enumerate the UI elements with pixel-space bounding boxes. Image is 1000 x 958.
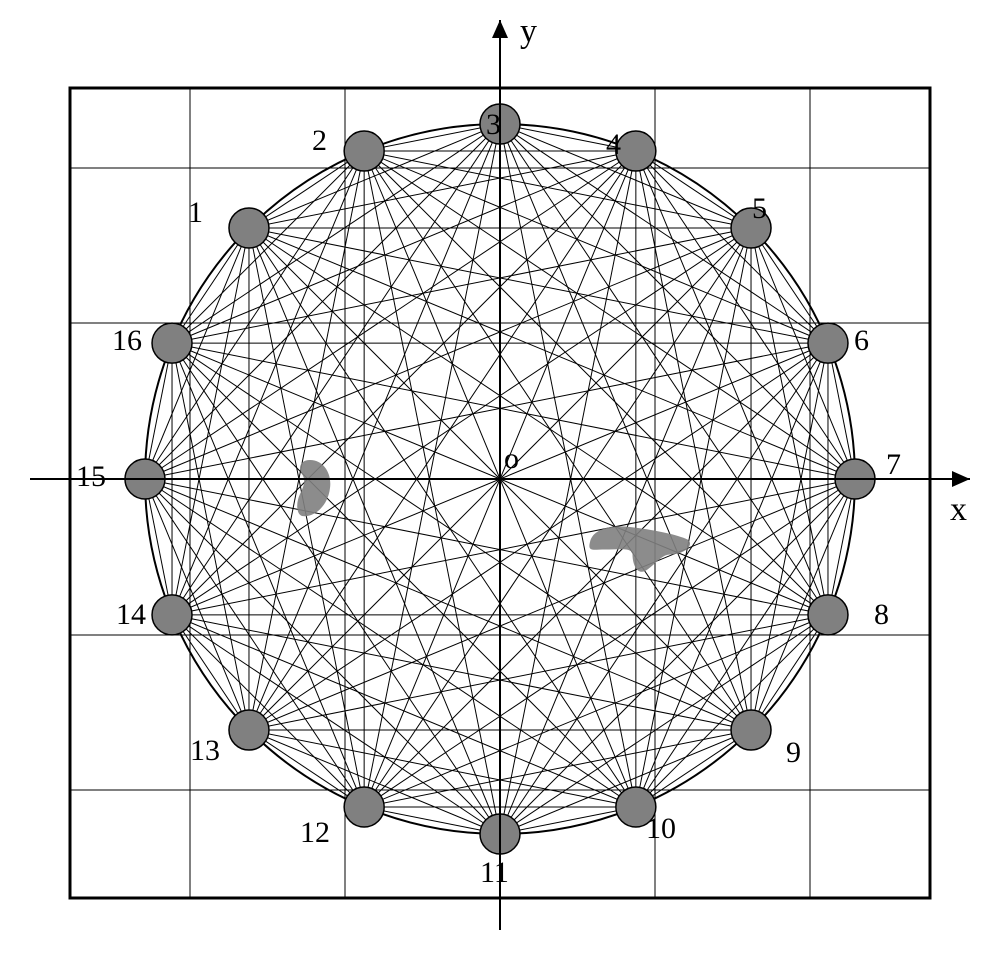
node-10: [229, 710, 269, 750]
node-label-8: 8: [874, 598, 889, 631]
diagram-svg: 12345678910111213141516xyo: [0, 0, 1000, 958]
node-9: [344, 787, 384, 827]
node-label-2: 2: [312, 124, 327, 157]
origin-label: o: [504, 442, 519, 475]
node-label-11: 11: [480, 856, 509, 889]
node-13: [152, 323, 192, 363]
node-label-6: 6: [854, 324, 869, 357]
node-1: [616, 131, 656, 171]
node-label-12: 12: [300, 816, 330, 849]
node-5: [808, 595, 848, 635]
node-label-9: 9: [786, 736, 801, 769]
node-label-16: 16: [112, 324, 142, 357]
node-3: [808, 323, 848, 363]
node-label-4: 4: [606, 128, 621, 161]
node-label-1: 1: [188, 196, 203, 229]
node-15: [344, 131, 384, 171]
diagram-stage: 12345678910111213141516xyo: [0, 0, 1000, 958]
y-axis-label: y: [520, 13, 537, 50]
node-6: [731, 710, 771, 750]
x-axis-label: x: [950, 491, 967, 528]
node-label-7: 7: [886, 448, 901, 481]
node-label-13: 13: [190, 734, 220, 767]
node-14: [229, 208, 269, 248]
node-label-3: 3: [486, 108, 501, 141]
node-11: [152, 595, 192, 635]
node-label-14: 14: [116, 598, 146, 631]
node-label-15: 15: [76, 460, 106, 493]
node-label-5: 5: [752, 192, 767, 225]
node-label-10: 10: [646, 812, 676, 845]
